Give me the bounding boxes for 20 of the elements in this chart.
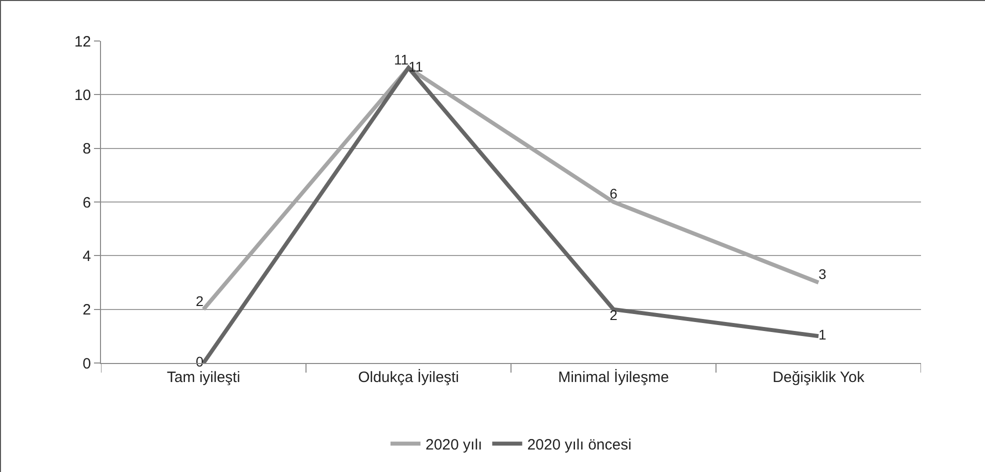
data-label: 2 xyxy=(610,306,618,323)
data-label: 11 xyxy=(394,51,409,68)
legend-label: 2020 yılı öncesi xyxy=(527,436,632,454)
y-tick-label: 6 xyxy=(82,194,91,212)
data-label: 2 xyxy=(196,292,204,309)
data-label: 1 xyxy=(818,326,826,343)
y-tick-label: 10 xyxy=(74,86,91,104)
x-tick-label: Oldukça İyileşti xyxy=(358,368,459,386)
data-label: 3 xyxy=(818,266,826,282)
x-tick-label: Minimal İyileşme xyxy=(558,368,669,386)
data-label: 6 xyxy=(610,186,618,202)
y-tick-label: 2 xyxy=(82,302,91,319)
y-tick-label: 12 xyxy=(74,33,91,50)
y-tick-label: 4 xyxy=(82,248,91,265)
y-tick-label: 8 xyxy=(82,140,91,158)
y-tick-label: 0 xyxy=(82,355,91,372)
x-tick-label: Değişiklik Yok xyxy=(772,369,865,386)
legend-label: 2020 yılı xyxy=(426,436,482,454)
x-tick-label: Tam iyileşti xyxy=(166,369,240,386)
data-label: 11 xyxy=(408,58,424,74)
